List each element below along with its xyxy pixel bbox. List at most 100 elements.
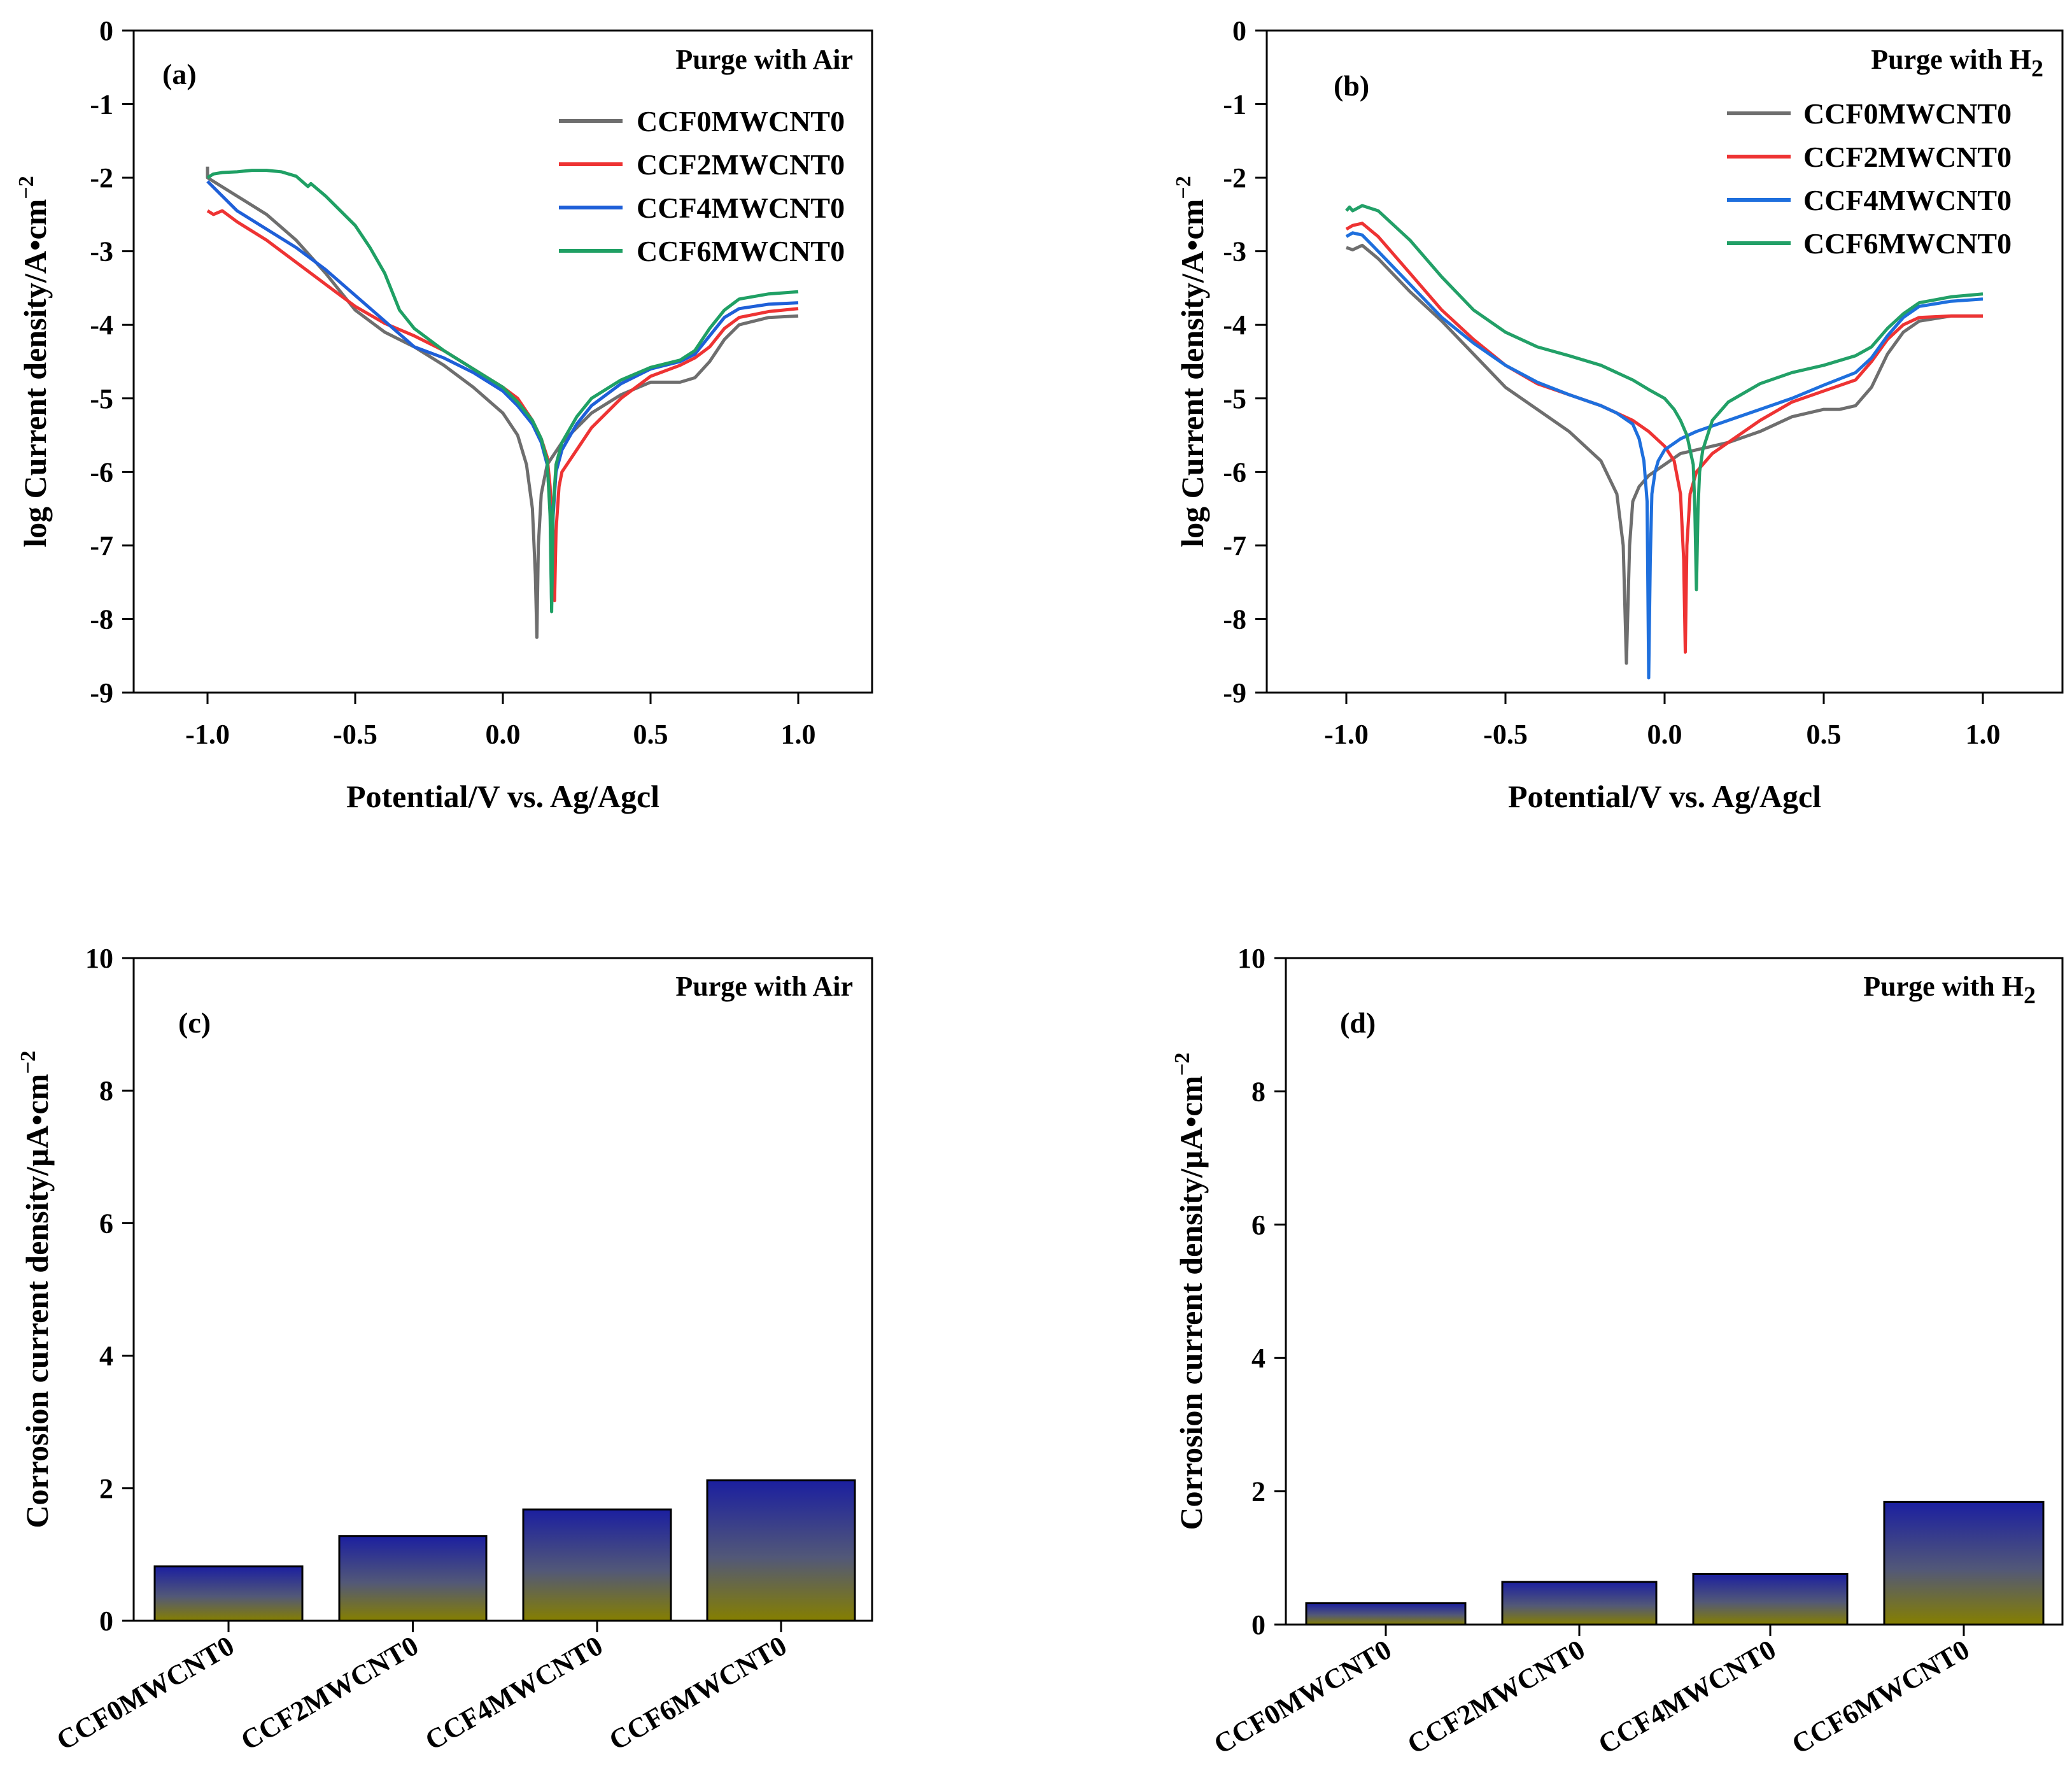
x-axis-title: Potential/V vs. Ag/Agcl [346, 779, 659, 814]
y-tick-label: 10 [85, 943, 113, 974]
legend-label: CCF2MWCNT0 [637, 148, 845, 181]
series-line-ccf0mwcnt0 [206, 166, 799, 639]
y-axis-title-text: Corrosion current density/µA•cm [19, 1074, 55, 1528]
y-tick-label: -3 [1223, 236, 1246, 267]
y-axis-title-superscript: −2 [1172, 176, 1195, 199]
y-axis-title: log Current density/A•cm−2 [1172, 176, 1210, 547]
y-tick-label: -1 [90, 89, 113, 120]
series-line-ccf2mwcnt0 [1345, 222, 1983, 654]
x-category-label: CCF6MWCNT0 [604, 1630, 792, 1756]
y-axis-title-text: log Current density/A•cm [17, 199, 53, 547]
x-tick-label: 0.5 [633, 719, 668, 750]
purge-annotation-subscript: 2 [2024, 982, 2036, 1009]
bar-ccf6mwcnt0 [706, 1479, 856, 1622]
y-tick-label: 2 [1251, 1476, 1265, 1507]
panel-label: (a) [162, 58, 197, 90]
x-category-label: CCF2MWCNT0 [236, 1630, 423, 1756]
y-tick-label: 8 [1251, 1076, 1265, 1107]
bar-ccf2mwcnt0 [338, 1535, 488, 1622]
bar-ccf0mwcnt0 [153, 1565, 304, 1622]
purge-annotation-text: Purge with H [1863, 971, 2024, 1002]
y-tick-label: 4 [99, 1341, 113, 1372]
x-tick-label: -0.5 [1483, 719, 1528, 750]
purge-annotation: Purge with H2 [1863, 971, 2036, 1009]
bar-ccf4mwcnt0 [522, 1508, 672, 1622]
y-tick-label: -8 [1223, 603, 1246, 635]
bar-ccf0mwcnt0 [1305, 1602, 1467, 1626]
purge-annotation: Purge with Air [675, 44, 853, 75]
x-tick-label: 1.0 [781, 719, 816, 750]
y-axis-title-superscript: −2 [17, 1050, 40, 1073]
x-category-label: CCF2MWCNT0 [1402, 1633, 1590, 1760]
plot-frame [132, 957, 873, 1622]
y-axis-title-text: Corrosion current density/µA•cm [1173, 1076, 1209, 1530]
panel-c-bar-air: 0 2 4 6 8 10 Corrosion current density/µA•cm−2… [17, 943, 873, 1756]
y-tick-label: 6 [99, 1208, 113, 1239]
y-tick-label: 0 [1251, 1609, 1265, 1640]
y-tick-label: 0 [99, 1605, 113, 1637]
y-axis-title-superscript: −2 [15, 176, 38, 199]
y-tick-label: 6 [1251, 1210, 1265, 1241]
y-tick-label: -5 [1223, 383, 1246, 414]
purge-annotation-text: Purge with Air [675, 44, 853, 75]
x-tick-label: 1.0 [1966, 719, 2001, 750]
y-tick-label: -2 [90, 162, 113, 194]
y-tick-label: 0 [1232, 15, 1246, 46]
legend-label: CCF0MWCNT0 [637, 105, 845, 138]
series-line-ccf4mwcnt0 [1345, 231, 1984, 680]
bar-ccf6mwcnt0 [1883, 1500, 2045, 1626]
y-tick-label: -4 [1223, 309, 1246, 341]
purge-annotation-subscript: 2 [2031, 55, 2043, 82]
panel-label: (b) [1334, 69, 1369, 102]
x-category-label: CCF0MWCNT0 [52, 1630, 239, 1756]
x-tick-label: -1.0 [185, 719, 230, 750]
y-axis-title-superscript: −2 [1171, 1052, 1194, 1075]
bar-ccf4mwcnt0 [1692, 1572, 1849, 1626]
series-line-ccf0mwcnt0 [1346, 243, 1983, 665]
series-line-ccf2mwcnt0 [206, 209, 799, 603]
y-tick-label: -4 [90, 309, 113, 341]
y-tick-label: -6 [90, 456, 113, 488]
plot-frame [1265, 29, 2064, 694]
legend-label: CCF6MWCNT0 [1803, 227, 2012, 260]
y-tick-label: -9 [1223, 677, 1246, 709]
panel-b-polarization-h2: -1.0 -0.5 0.0 0.5 1.0 0 -1 -2 -3 -4 -5 -6 -7 -8 -9 Pote… [1172, 15, 2064, 814]
x-tick-label: -1.0 [1324, 719, 1369, 750]
y-axis-title-text: log Current density/A•cm [1174, 199, 1210, 547]
bar-ccf2mwcnt0 [1501, 1581, 1658, 1626]
y-tick-label: -5 [90, 383, 113, 414]
legend-label: CCF4MWCNT0 [1803, 184, 2012, 216]
purge-annotation-text: Purge with H [1871, 44, 2031, 75]
x-category-label: CCF6MWCNT0 [1787, 1633, 1975, 1760]
y-tick-label: -9 [90, 677, 113, 709]
y-tick-label: -2 [1223, 162, 1246, 194]
panel-label: (c) [178, 1006, 211, 1039]
y-axis-title: Corrosion current density/µA•cm−2 [17, 1050, 55, 1528]
purge-annotation-text: Purge with Air [675, 971, 853, 1002]
y-tick-label: -1 [1223, 89, 1246, 120]
y-tick-label: 4 [1251, 1343, 1265, 1374]
x-category-label: CCF4MWCNT0 [1593, 1633, 1781, 1760]
x-category-label: CCF0MWCNT0 [1209, 1633, 1397, 1760]
legend-label: CCF0MWCNT0 [1803, 97, 2012, 130]
x-tick-label: 0.5 [1807, 719, 1842, 750]
panel-label: (d) [1340, 1006, 1376, 1039]
y-tick-label: 2 [99, 1473, 113, 1504]
y-tick-label: 10 [1237, 943, 1265, 974]
panel-a-polarization-air: -1.0 -0.5 0.0 0.5 1.0 0 -1 -2 -3 -4 -5 -6 -7 -8 -9 Pote… [15, 15, 873, 814]
y-tick-label: -7 [90, 530, 113, 561]
legend-label: CCF4MWCNT0 [637, 192, 845, 224]
y-tick-label: 8 [99, 1075, 113, 1106]
series-line-ccf6mwcnt0 [1345, 204, 1984, 591]
y-axis-title: log Current density/A•cm−2 [15, 176, 53, 547]
y-axis-title: Corrosion current density/µA•cm−2 [1171, 1052, 1209, 1530]
x-tick-label: -0.5 [333, 719, 377, 750]
legend-label: CCF6MWCNT0 [637, 235, 845, 267]
x-axis-title: Potential/V vs. Ag/Agcl [1508, 779, 1821, 814]
purge-annotation: Purge with Air [675, 971, 853, 1002]
purge-annotation: Purge with H2 [1871, 44, 2043, 82]
x-tick-label: 0.0 [486, 719, 521, 750]
y-tick-label: -3 [90, 236, 113, 267]
legend-label: CCF2MWCNT0 [1803, 141, 2012, 173]
